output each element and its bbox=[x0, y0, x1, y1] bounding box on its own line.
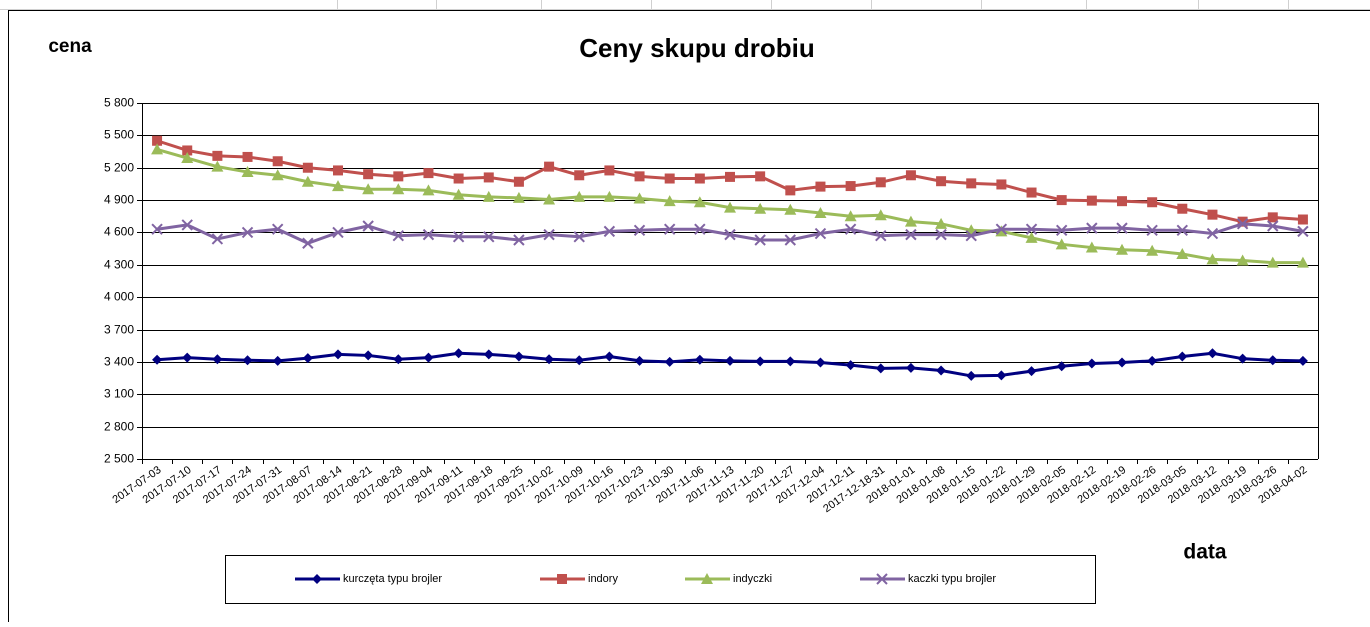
point bbox=[333, 165, 343, 175]
point bbox=[1087, 196, 1097, 206]
y-tick-label: 5 800 bbox=[104, 96, 134, 110]
point bbox=[695, 174, 705, 184]
point bbox=[1177, 204, 1187, 214]
y-tick-label: 3 400 bbox=[104, 355, 134, 369]
legend-label: kurczęta typu brojler bbox=[343, 573, 442, 585]
y-axis-label: cena bbox=[48, 36, 92, 57]
point bbox=[212, 151, 222, 161]
point bbox=[665, 174, 675, 184]
point bbox=[1057, 195, 1067, 205]
point bbox=[484, 172, 494, 182]
point bbox=[1207, 210, 1217, 220]
y-tick-label: 2 800 bbox=[104, 420, 134, 434]
legend-label: indyczki bbox=[733, 573, 772, 585]
point bbox=[876, 177, 886, 187]
point bbox=[785, 185, 795, 195]
point bbox=[635, 171, 645, 181]
y-tick-label: 4 000 bbox=[104, 290, 134, 304]
point bbox=[846, 181, 856, 191]
point bbox=[243, 152, 253, 162]
y-tick-label: 5 200 bbox=[104, 161, 134, 175]
plot-area bbox=[142, 103, 1318, 459]
chart-title: Ceny skupu drobiu bbox=[579, 33, 814, 63]
point bbox=[514, 177, 524, 187]
legend-label: kaczki typu brojler bbox=[908, 573, 996, 585]
point bbox=[996, 179, 1006, 189]
point bbox=[1268, 212, 1278, 222]
point bbox=[755, 171, 765, 181]
legend-marker bbox=[557, 574, 567, 584]
point bbox=[725, 172, 735, 182]
sheet-grid bbox=[0, 0, 1370, 10]
point bbox=[1147, 197, 1157, 207]
x-axis-label: data bbox=[1183, 541, 1227, 564]
point bbox=[1298, 215, 1308, 225]
point bbox=[454, 174, 464, 184]
point bbox=[423, 168, 433, 178]
y-tick-label: 3 700 bbox=[104, 323, 134, 337]
y-tick-label: 2 500 bbox=[104, 452, 134, 466]
y-tick-label: 4 600 bbox=[104, 225, 134, 239]
point bbox=[1027, 188, 1037, 198]
legend-label: indory bbox=[588, 573, 618, 585]
legend-item: kurczęta typu brojler bbox=[295, 573, 442, 585]
point bbox=[1117, 196, 1127, 206]
point bbox=[544, 162, 554, 172]
point bbox=[936, 176, 946, 186]
y-tick-label: 4 300 bbox=[104, 258, 134, 272]
y-tick-label: 3 100 bbox=[104, 387, 134, 401]
point bbox=[604, 165, 614, 175]
point bbox=[574, 170, 584, 180]
y-tick-label: 4 900 bbox=[104, 193, 134, 207]
point bbox=[273, 156, 283, 166]
point bbox=[906, 170, 916, 180]
point bbox=[393, 171, 403, 181]
point bbox=[303, 163, 313, 173]
y-tick-label: 5 500 bbox=[104, 128, 134, 142]
point bbox=[363, 169, 373, 179]
point bbox=[966, 178, 976, 188]
point bbox=[815, 182, 825, 192]
